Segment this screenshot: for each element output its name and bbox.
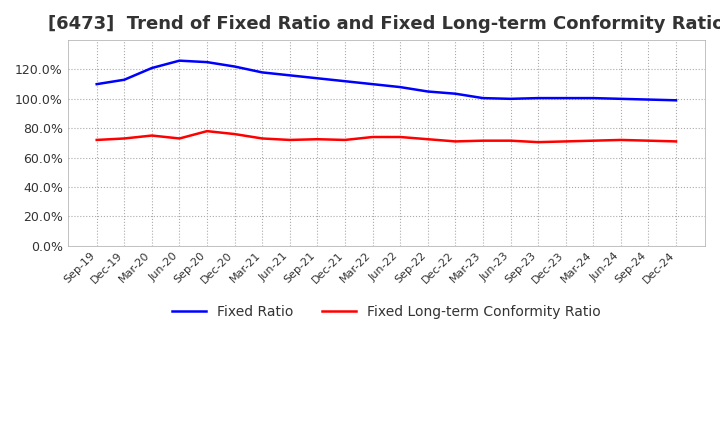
Fixed Ratio [175,58,184,63]
Fixed Long-term Conformity Ratio [562,139,570,144]
Fixed Ratio [148,66,156,71]
Fixed Long-term Conformity Ratio [175,136,184,141]
Fixed Long-term Conformity Ratio [258,136,266,141]
Fixed Ratio [423,89,432,94]
Fixed Ratio [258,70,266,75]
Fixed Ratio [230,64,239,69]
Line: Fixed Long-term Conformity Ratio: Fixed Long-term Conformity Ratio [96,131,676,142]
Fixed Long-term Conformity Ratio [203,128,212,134]
Fixed Ratio [203,59,212,65]
Title: [6473]  Trend of Fixed Ratio and Fixed Long-term Conformity Ratio: [6473] Trend of Fixed Ratio and Fixed Lo… [48,15,720,33]
Line: Fixed Ratio: Fixed Ratio [96,61,676,100]
Fixed Long-term Conformity Ratio [616,137,625,143]
Fixed Long-term Conformity Ratio [451,139,459,144]
Fixed Ratio [286,73,294,78]
Fixed Long-term Conformity Ratio [341,137,349,143]
Fixed Ratio [120,77,129,82]
Fixed Ratio [589,95,598,101]
Fixed Long-term Conformity Ratio [423,136,432,142]
Fixed Long-term Conformity Ratio [313,136,322,142]
Fixed Long-term Conformity Ratio [589,138,598,143]
Fixed Long-term Conformity Ratio [368,134,377,139]
Fixed Long-term Conformity Ratio [534,139,542,145]
Fixed Long-term Conformity Ratio [286,137,294,143]
Fixed Long-term Conformity Ratio [148,133,156,138]
Fixed Ratio [479,95,487,101]
Fixed Ratio [92,81,101,87]
Fixed Ratio [562,95,570,101]
Fixed Long-term Conformity Ratio [672,139,680,144]
Fixed Long-term Conformity Ratio [396,134,405,139]
Fixed Ratio [506,96,515,102]
Fixed Ratio [672,98,680,103]
Fixed Ratio [644,97,653,102]
Fixed Ratio [534,95,542,101]
Fixed Long-term Conformity Ratio [644,138,653,143]
Fixed Ratio [341,79,349,84]
Fixed Ratio [451,91,459,96]
Fixed Long-term Conformity Ratio [120,136,129,141]
Fixed Ratio [396,84,405,90]
Fixed Ratio [313,76,322,81]
Legend: Fixed Ratio, Fixed Long-term Conformity Ratio: Fixed Ratio, Fixed Long-term Conformity … [166,300,607,325]
Fixed Ratio [616,96,625,102]
Fixed Long-term Conformity Ratio [92,137,101,143]
Fixed Ratio [368,81,377,87]
Fixed Long-term Conformity Ratio [506,138,515,143]
Fixed Long-term Conformity Ratio [479,138,487,143]
Fixed Long-term Conformity Ratio [230,132,239,137]
